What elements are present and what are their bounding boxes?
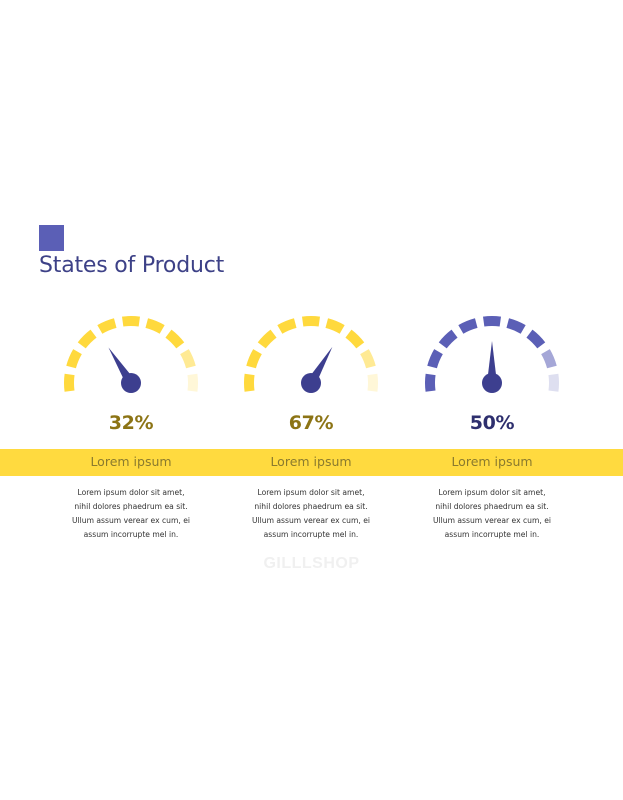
- gauge-segment: [541, 349, 557, 369]
- gauge-segment: [301, 316, 321, 327]
- gauge-hub: [121, 373, 141, 393]
- gauge-segment: [66, 349, 82, 369]
- gauge-segment: [187, 373, 198, 392]
- gauge-segment: [458, 318, 478, 334]
- gauge-segment: [427, 349, 443, 369]
- gauge-percent-3: 50%: [469, 412, 515, 434]
- gauge-label-1: Lorem ipsum: [90, 454, 172, 469]
- gauge-segment: [425, 373, 436, 392]
- gauge-segment: [257, 329, 277, 349]
- gauge-hub: [301, 373, 321, 393]
- gauge-percent-2: 67%: [288, 412, 334, 434]
- accent-square: [39, 225, 64, 251]
- gauge-needle: [306, 346, 333, 386]
- gauge-segment: [121, 316, 141, 327]
- gauge-segment: [360, 349, 376, 369]
- gauge-segment: [438, 329, 458, 349]
- gauge-segment: [165, 329, 185, 349]
- gauge-percent-1: 32%: [108, 412, 154, 434]
- gauge-needle: [487, 341, 497, 383]
- gauge-segment: [180, 349, 196, 369]
- gauge-segment: [482, 316, 502, 327]
- gauge-segment: [145, 318, 165, 334]
- gauge-description-1: Lorem ipsum dolor sit amet, nihil dolore…: [71, 488, 190, 539]
- gauge-segment: [526, 329, 546, 349]
- page-title: States of Product: [39, 253, 225, 278]
- gauge-description-3: Lorem ipsum dolor sit amet, nihil dolore…: [432, 488, 551, 539]
- gauge-segment: [367, 373, 378, 392]
- gauge-segment: [325, 318, 345, 334]
- watermark: GILLLSHOP: [263, 555, 360, 572]
- label-band: [0, 449, 623, 476]
- gauge-label-2: Lorem ipsum: [270, 454, 352, 469]
- gauge-segment: [506, 318, 526, 334]
- gauge-segment: [77, 329, 97, 349]
- gauge-needle: [108, 347, 136, 386]
- gauge-hub: [482, 373, 502, 393]
- gauge-segment: [246, 349, 262, 369]
- gauge-segment: [63, 373, 75, 392]
- gauge-segment: [277, 318, 297, 334]
- gauge-segment: [97, 318, 117, 334]
- gauge-segment: [548, 373, 559, 392]
- gauge-label-3: Lorem ipsum: [451, 454, 533, 469]
- gauge-segment: [345, 329, 365, 349]
- gauge-segment: [243, 373, 255, 392]
- gauge-description-2: Lorem ipsum dolor sit amet, nihil dolore…: [251, 488, 370, 539]
